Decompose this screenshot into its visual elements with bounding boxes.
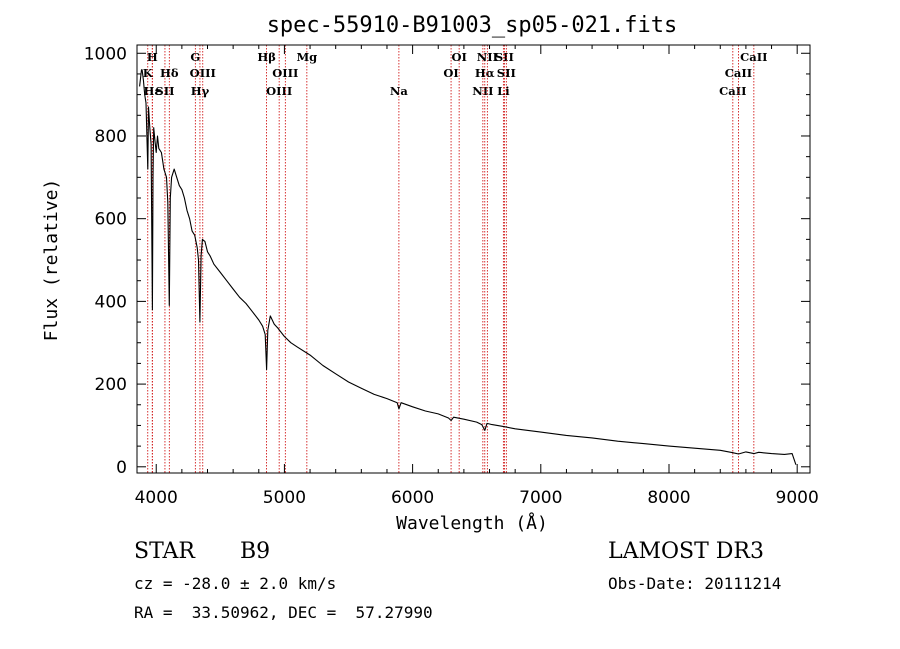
object-class: STAR — [134, 539, 195, 564]
line-label-6: Hγ — [191, 84, 210, 98]
line-label-5: G — [190, 50, 200, 64]
line-label-19: SII — [495, 50, 514, 64]
x-tick-label-3: 7000 — [519, 488, 562, 508]
x-tick-label-1: 5000 — [263, 488, 306, 508]
line-label-3: SII — [155, 84, 174, 98]
x-tick-label-5: 9000 — [776, 488, 819, 508]
plot-frame — [136, 44, 811, 474]
line-label-22: CaII — [725, 66, 752, 80]
line-label-11: Mg — [296, 50, 317, 64]
chart-title: spec-55910-B91003_sp05-021.fits — [267, 13, 678, 38]
axis-ticks: 4000 5000 6000 7000 8000 9000 0 200 400 600 800 100… — [84, 44, 819, 508]
line-label-17: NII — [477, 50, 498, 64]
y-axis-label: Flux (relative) — [41, 179, 62, 342]
coordinates-readout: RA = 33.50962, DEC = 57.27990 — [134, 603, 433, 622]
line-label-21: CaII — [719, 84, 746, 98]
redshift-readout: cz = -28.0 ± 2.0 km/s — [134, 574, 337, 593]
x-tick-label-2: 6000 — [391, 488, 434, 508]
line-label-16: Hα — [475, 66, 495, 80]
x-tick-label-4: 8000 — [647, 488, 690, 508]
spectrum-line-0 — [139, 69, 797, 465]
spectrum-layer — [139, 69, 797, 465]
line-label-23: CaII — [740, 50, 767, 64]
y-tick-label-5: 1000 — [84, 44, 127, 64]
observation-date: Obs-Date: 20111214 — [608, 574, 782, 593]
y-tick-label-3: 600 — [95, 210, 127, 230]
x-axis-label: Wavelength (Å) — [396, 512, 548, 534]
line-label-15: NII — [472, 84, 493, 98]
line-label-10: OIII — [272, 66, 298, 80]
line-label-13: OI — [443, 66, 458, 80]
y-tick-label-4: 800 — [95, 127, 127, 147]
line-label-20: SII — [497, 66, 516, 80]
y-tick-label-2: 400 — [95, 292, 127, 312]
object-subclass: B9 — [240, 539, 271, 564]
line-label-12: Na — [390, 84, 409, 98]
line-label-7: OIII — [190, 66, 216, 80]
line-label-8: Hβ — [257, 50, 276, 64]
line-label-14: OI — [451, 50, 466, 64]
line-label-9: OIII — [266, 84, 292, 98]
line-label-4: Hδ — [160, 66, 179, 80]
x-tick-label-0: 4000 — [135, 488, 178, 508]
survey-name: LAMOST DR3 — [608, 539, 764, 564]
y-tick-label-1: 200 — [95, 375, 127, 395]
y-tick-label-0: 0 — [116, 458, 127, 478]
line-label-2: Hε — [143, 84, 161, 98]
emission-line-markers: KHHεSIIHδGHγOIIIHβOIIIOIIIMgNaOIOINIIHαN… — [143, 45, 768, 473]
line-label-0: K — [143, 66, 154, 80]
line-label-18: Li — [497, 84, 510, 98]
